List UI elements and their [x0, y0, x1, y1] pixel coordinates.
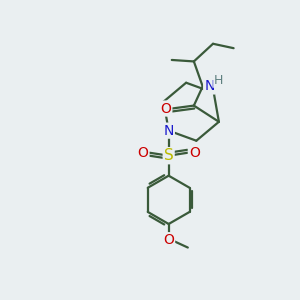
- Text: S: S: [164, 148, 173, 163]
- Text: O: O: [163, 233, 174, 247]
- Text: H: H: [214, 74, 224, 87]
- Text: O: O: [138, 146, 148, 160]
- Text: N: N: [164, 124, 174, 138]
- Text: O: O: [189, 146, 200, 160]
- Text: O: O: [160, 101, 171, 116]
- Text: N: N: [204, 80, 214, 94]
